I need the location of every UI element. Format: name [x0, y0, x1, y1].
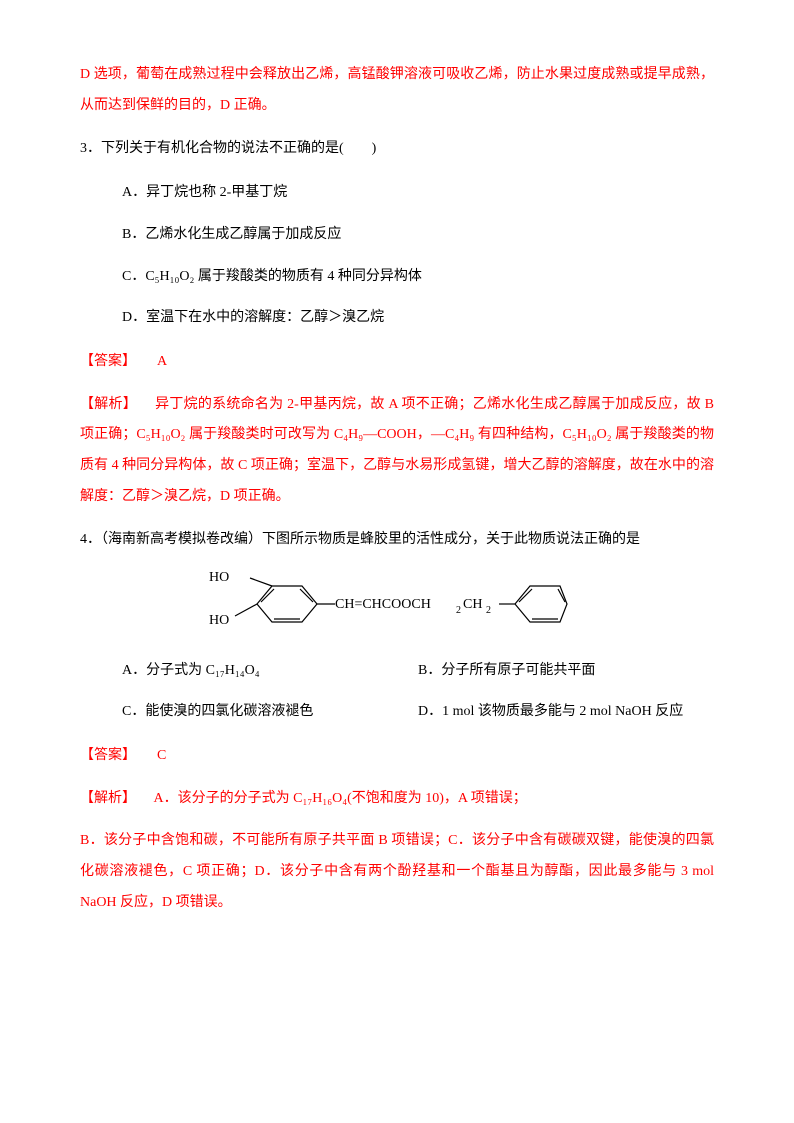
diagram-sub2: 2 [486, 605, 491, 616]
q3-analysis: 【解析】 异丁烷的系统命名为 2-甲基丙烷，故 A 项不正确；乙烯水化生成乙醇属… [80, 390, 714, 513]
answer-gap-4 [140, 748, 154, 763]
q3-answer: 【答案】 A [80, 347, 714, 378]
answer-letter-4: C [157, 748, 166, 763]
answer-letter: A [157, 354, 167, 369]
q4-structure-diagram: HO HO CH=CHCOOCH 2 CH 2 [80, 568, 714, 640]
q4-options: A．分子式为 C₁₇H₁₄O₄ B．分子所有原子可能共平面 C．能使溴的四氯化碳… [80, 654, 714, 729]
answer-label-4: 【答案】 [80, 748, 136, 763]
diagram-sub1: 2 [456, 605, 461, 616]
prev-explanation: D 选项，葡萄在成熟过程中会释放出乙烯，高锰酸钾溶液可吸收乙烯，防止水果过度成熟… [80, 60, 714, 122]
q3-stem: 3．下列关于有机化合物的说法不正确的是( ) [80, 134, 714, 165]
q4-stem: 4．（海南新高考模拟卷改编）下图所示物质是蜂胶里的活性成分，关于此物质说法正确的… [80, 525, 714, 556]
q3-options: A．异丁烷也称 2-甲基丁烷 B．乙烯水化生成乙醇属于加成反应 C．C₅H₁₀O… [80, 176, 714, 334]
q4-option-d: D．1 mol 该物质最多能与 2 mol NaOH 反应 [418, 695, 714, 729]
q3-option-b: B．乙烯水化生成乙醇属于加成反应 [122, 218, 714, 252]
analysis-text-4a: A．该分子的分子式为 C₁₇H₁₆O₄(不饱和度为 10)，A 项错误； [154, 791, 527, 806]
diagram-ho2: HO [209, 613, 229, 628]
q4-option-b: B．分子所有原子可能共平面 [418, 654, 714, 688]
q4-analysis-1: 【解析】 A．该分子的分子式为 C₁₇H₁₆O₄(不饱和度为 10)，A 项错误… [80, 784, 714, 815]
analysis-text: 异丁烷的系统命名为 2-甲基丙烷，故 A 项不正确；乙烯水化生成乙醇属于加成反应… [80, 397, 714, 504]
analysis-gap-4 [140, 791, 154, 806]
answer-value [140, 354, 154, 369]
q4-option-c: C．能使溴的四氯化碳溶液褪色 [122, 695, 418, 729]
q3-option-d: D．室温下在水中的溶解度：乙醇＞溴乙烷 [122, 301, 714, 335]
diagram-chain: CH=CHCOOCH [335, 597, 431, 612]
q3-option-a: A．异丁烷也称 2-甲基丁烷 [122, 176, 714, 210]
q4-analysis-2: B．该分子中含饱和碳，不可能所有原子共平面 B 项错误；C．该分子中含有碳碳双键… [80, 826, 714, 918]
q4-answer: 【答案】 C [80, 741, 714, 772]
diagram-ho1: HO [209, 570, 229, 585]
q3-option-c: C．C₅H₁₀O₂ 属于羧酸类的物质有 4 种同分异构体 [122, 260, 714, 294]
analysis-label-4: 【解析】 [80, 791, 136, 806]
diagram-ch2: CH [463, 597, 482, 612]
q4-option-a: A．分子式为 C₁₇H₁₄O₄ [122, 654, 418, 688]
answer-label: 【答案】 [80, 354, 136, 369]
analysis-label: 【解析】 [80, 397, 137, 412]
analysis-gap [141, 397, 155, 412]
